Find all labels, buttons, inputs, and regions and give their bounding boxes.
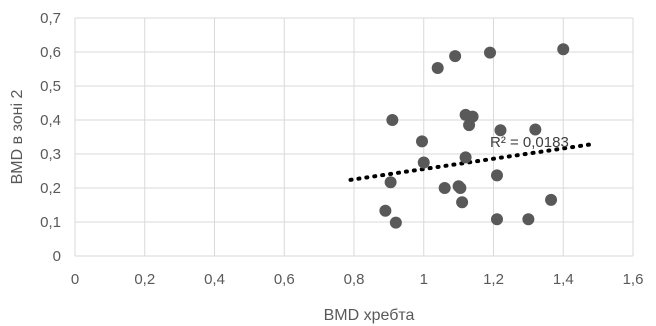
y-tick-label: 0 [53, 248, 61, 265]
x-tick-label: 0,2 [134, 271, 155, 288]
r-squared-annotation: R² = 0,0183 [490, 134, 569, 151]
data-point [484, 46, 497, 59]
data-point [490, 169, 503, 182]
data-point [438, 182, 451, 194]
data-point [379, 204, 392, 217]
y-tick-label: 0,3 [40, 146, 61, 163]
y-tick-label: 0,7 [40, 10, 61, 27]
y-tick-label: 0,5 [40, 78, 61, 95]
x-tick-label: 0 [71, 271, 79, 288]
data-point [490, 213, 503, 226]
data-point [545, 193, 558, 206]
y-tick-label: 0,4 [40, 112, 61, 129]
data-point [456, 196, 469, 209]
data-point [557, 43, 570, 56]
data-point [386, 114, 399, 126]
y-tick-label: 0,1 [40, 214, 61, 231]
data-point [494, 124, 507, 137]
tick-labels: 0 0,1 0,2 0,3 0,4 0,5 0,6 0,7 0 0,2 0,4 0,6 0,8 1 1,2 1… [40, 10, 643, 288]
data-points [379, 43, 570, 229]
y-tick-label: 0,2 [40, 180, 61, 197]
data-point [431, 61, 444, 74]
data-point [466, 110, 479, 123]
x-tick-label: 1,4 [553, 271, 574, 288]
x-tick-label: 1 [420, 271, 428, 288]
y-tick-label: 0,6 [40, 44, 61, 61]
trendline [348, 141, 597, 182]
y-axis-title: BMD в зоні 2 [9, 90, 26, 185]
data-point [389, 216, 402, 229]
x-tick-label: 0,4 [204, 271, 225, 288]
data-point [454, 182, 467, 194]
data-point [522, 213, 535, 226]
data-point [459, 151, 472, 164]
data-point [416, 135, 429, 148]
x-tick-label: 1,2 [483, 271, 504, 288]
x-tick-label: 0,6 [274, 271, 295, 288]
data-point [384, 176, 397, 189]
x-axis-title: BMD хребта [324, 307, 415, 324]
data-point [529, 123, 542, 136]
x-tick-label: 0,8 [344, 271, 365, 288]
data-point [417, 156, 430, 169]
data-point [449, 50, 462, 63]
x-tick-label: 1,6 [623, 271, 644, 288]
